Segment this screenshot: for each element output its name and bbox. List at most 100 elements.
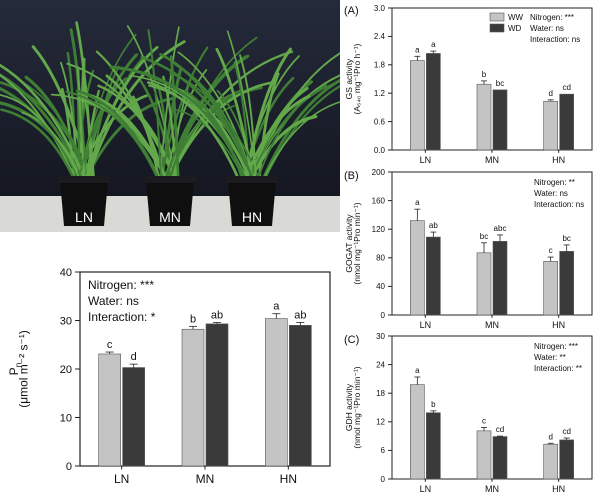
y-tick-label: 30 (376, 332, 385, 341)
significance-letter: d (548, 432, 552, 441)
legend-label-WD: WD (508, 24, 522, 33)
stats-line: Interaction: ** (534, 364, 582, 373)
pot-HN: HN (226, 176, 278, 226)
rice-plant-1 (0, 21, 186, 188)
bar-WW-LN (98, 353, 121, 467)
y-tick-label: 12 (376, 418, 385, 427)
bar-WW-MN (181, 328, 205, 467)
panel-label: (C) (344, 334, 359, 346)
y-tick-label: 80 (376, 254, 385, 263)
rice-leaf (249, 52, 340, 187)
y-tick-label: 0.6 (374, 117, 386, 126)
x-tick-label: MN (485, 484, 499, 494)
significance-letter: a (431, 40, 436, 49)
bar-WW-HN (543, 100, 558, 151)
significance-letter: ab (211, 309, 223, 321)
rice-leaf (254, 84, 328, 187)
rice-leaf (140, 56, 257, 188)
stats-line: Nitrogen: *** (534, 342, 578, 351)
bar-WD-LN (426, 236, 441, 316)
pot-rim (144, 176, 196, 183)
significance-letter: bc (496, 79, 504, 88)
y-axis-label-main: GS activity (344, 58, 354, 99)
y-axis-label: GOGAT activity(nmol mg⁻¹Pro min⁻¹) (344, 202, 362, 284)
pot-label: MN (159, 209, 181, 225)
rice-leaf (0, 63, 89, 188)
rice-leaf (0, 108, 79, 188)
rice-leaf (0, 73, 80, 187)
x-tick-label: LN (420, 484, 432, 494)
x-tick-label: LN (420, 320, 432, 330)
significance-letter: bc (480, 232, 488, 241)
rice-leaf (82, 45, 159, 188)
stats-line: Water: ns (88, 294, 139, 308)
pot-LN: LN (58, 176, 110, 226)
rice-leaf (0, 93, 85, 187)
pot-rim (58, 176, 110, 183)
x-tick-label: LN (114, 472, 129, 486)
pot-label: LN (75, 209, 93, 225)
pot-body (228, 180, 276, 226)
bar-WD-MN (205, 323, 229, 467)
significance-letter: c (549, 246, 553, 255)
pn-chart: 0 10 20 30 40 LN MN HN c b a d ab ab Pn(μmol m⁻² s⁻¹) N… (7, 267, 331, 486)
y-tick-label: 6 (381, 446, 386, 455)
x-tick-label: MN (485, 155, 499, 165)
y-tick-label: 1.2 (374, 89, 386, 98)
bar-WD-HN (559, 93, 574, 151)
significance-letter: abc (494, 224, 507, 233)
y-axis-label: GDH activity(nmol mg⁻¹Pro min⁻¹) (344, 366, 362, 448)
y-axis-label-main: GDH activity (344, 383, 354, 431)
bar-WD-MN (492, 89, 508, 151)
y-tick-label: 1.8 (374, 61, 386, 70)
stats-line: Nitrogen: *** (530, 13, 574, 22)
significance-letter: b (190, 313, 196, 325)
rice-leaf (162, 75, 178, 188)
significance-letter: ab (294, 309, 306, 321)
rice-leaf (166, 96, 213, 188)
y-tick-label: 40 (60, 267, 72, 279)
rice-leaf (146, 81, 243, 188)
legend-label-WW: WW (508, 13, 524, 22)
rice-leaf (259, 101, 340, 187)
bar-WD-MN (492, 241, 508, 316)
x-tick-label: LN (420, 155, 432, 165)
rice-leaf (128, 105, 179, 188)
significance-letter: cd (562, 83, 570, 92)
significance-letter: d (548, 89, 552, 98)
bar-WW-MN (476, 252, 492, 316)
rice-plant-3 (109, 30, 340, 188)
stats-line: Interaction: ns (530, 35, 580, 44)
significance-letter: a (273, 301, 280, 313)
y-tick-label: 18 (376, 389, 385, 398)
bar-WW-HN (543, 261, 558, 316)
stats-line: Nitrogen: ** (534, 178, 575, 187)
y-axis-label: GS activity(A₅₄₀ mg⁻¹Pro h⁻¹) (344, 43, 362, 114)
gs-activity-chart: 0.0 0.6 1.2 1.8 2.4 3.0 LN MN HN a b d a bc cd GS activ… (344, 4, 593, 165)
legend-swatch-WD (489, 23, 505, 33)
bar-WW-HN (265, 318, 288, 467)
x-tick-label: MN (196, 472, 215, 486)
y-tick-label: 0 (381, 475, 386, 484)
significance-letter: bc (562, 234, 570, 243)
significance-letter: a (415, 45, 420, 54)
rice-leaf (147, 29, 163, 187)
bar-WD-HN (559, 251, 574, 316)
x-tick-label: HN (552, 484, 565, 494)
significance-letter: c (482, 417, 486, 426)
rice-leaf (76, 85, 116, 187)
bar-WW-MN (476, 83, 492, 151)
significance-letter: b (431, 400, 436, 409)
bar-WW-MN (476, 430, 492, 480)
pot-MN: MN (144, 176, 196, 226)
y-axis-label-unit: (nmol mg⁻¹Pro min⁻¹) (352, 366, 362, 448)
significance-letter: a (415, 366, 420, 375)
x-tick-label: HN (552, 320, 565, 330)
y-tick-label: 0 (66, 461, 72, 473)
bar-WW-LN (410, 60, 425, 151)
bar-WD-MN (492, 436, 508, 480)
bar-WD-LN (426, 53, 441, 151)
pot-body (60, 180, 108, 226)
